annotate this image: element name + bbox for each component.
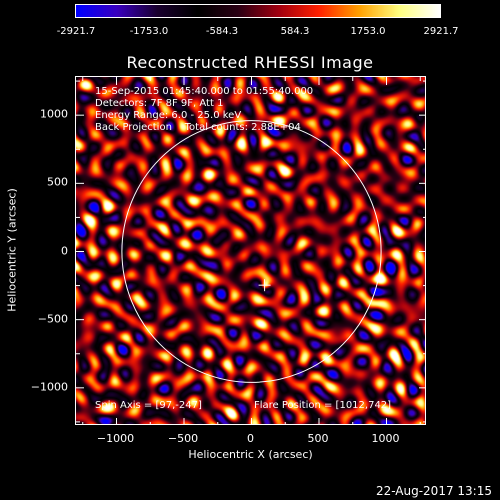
x-tick-label: 500 [307, 432, 329, 445]
solar-limb-circle [121, 120, 382, 383]
colorbar-tick-label: -2921.7 [56, 26, 96, 37]
y-tick-label: 1000 [40, 107, 68, 121]
y-tick-label: −1000 [30, 380, 68, 394]
x-tick-label: −1000 [96, 432, 135, 445]
observation-time: 15-Sep-2015 01:45:40.000 to 01:55:40.000 [95, 86, 314, 97]
y-tick-label: 0 [61, 244, 68, 257]
y-tick-label: 500 [47, 175, 68, 189]
colorbar-tick-label: -584.3 [205, 26, 239, 37]
colorbar [75, 4, 441, 18]
x-tick-label: 0 [247, 432, 254, 445]
energy-range-info: Energy Range: 6.0 - 25.0 keV [95, 110, 242, 121]
x-axis-label: Heliocentric X (arcsec) [188, 448, 313, 461]
y-tick-label: −500 [37, 312, 68, 326]
plot-overlay [76, 77, 425, 424]
x-tick-label: −500 [167, 432, 199, 445]
colorbar-tick-label: 1753.0 [350, 26, 386, 37]
chart-title: Reconstructed RHESSI Image [126, 53, 374, 72]
heatmap-image [76, 77, 425, 424]
timestamp: 22-Aug-2017 13:15 [375, 484, 492, 498]
y-axis-label: Heliocentric Y (arcsec) [5, 188, 19, 312]
flare-position-info: Flare Position = [1012,742] [254, 400, 392, 411]
method-counts-info: Back Projection Total counts: 2.88E+04 [95, 122, 301, 133]
spin-axis-info: Spin Axis = [97,-247] [95, 400, 202, 411]
colorbar-tick-label: -1753.0 [129, 26, 169, 37]
colorbar-tick-label: 584.3 [280, 26, 310, 37]
x-tick-label: 1000 [371, 432, 400, 445]
colorbar-tick-label: 2921.7 [423, 26, 459, 37]
plot-area [75, 76, 426, 425]
detectors-info: Detectors: 7F 8F 9F, Att 1 [95, 98, 224, 109]
